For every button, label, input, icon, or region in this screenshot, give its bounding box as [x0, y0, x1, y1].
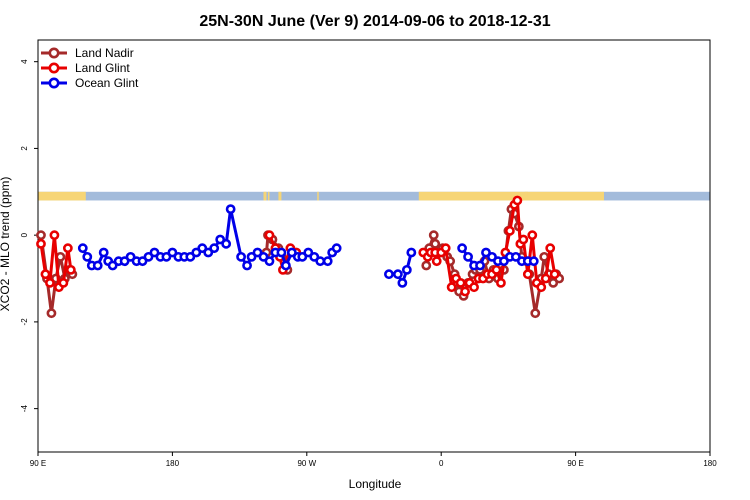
data-point-ocean-glint: [82, 251, 93, 262]
x-axis-title: Longitude: [349, 477, 402, 491]
chart-title: 25N-30N June (Ver 9) 2014-09-06 to 2018-…: [199, 13, 550, 30]
y-tick-label: -2: [20, 318, 29, 326]
data-point-land-glint: [264, 230, 275, 241]
data-point-land-nadir: [421, 260, 432, 271]
data-point-land-nadir: [428, 230, 439, 241]
land-band-segment: [317, 191, 319, 201]
data-point-ocean-glint: [98, 247, 109, 258]
data-point-land-glint: [440, 243, 451, 254]
land-band-segment: [524, 191, 528, 201]
data-point-land-nadir: [36, 230, 46, 241]
data-point-land-nadir: [46, 308, 57, 319]
y-tick-label: 4: [20, 59, 29, 64]
data-point-ocean-glint: [392, 269, 403, 280]
data-point-land-glint: [491, 264, 502, 275]
data-point-land-glint: [65, 264, 76, 275]
data-point-land-glint: [536, 282, 547, 293]
data-point-land-glint: [36, 238, 46, 249]
data-point-land-nadir: [430, 238, 441, 249]
land-band-segment: [278, 191, 282, 201]
legend-label-land-glint: Land Glint: [75, 61, 130, 75]
x-tick-label: 90 E: [30, 459, 46, 468]
x-tick-label: 90 E: [567, 459, 583, 468]
legend-label-ocean-glint: Ocean Glint: [75, 76, 139, 90]
data-point-ocean-glint: [242, 260, 252, 271]
data-point-land-glint: [58, 277, 69, 288]
data-point-ocean-glint: [236, 251, 246, 262]
x-tick-label: 0: [439, 459, 444, 468]
plot-frame: [37, 39, 711, 453]
land-band-segment: [267, 191, 270, 201]
data-point-land-nadir: [530, 308, 541, 319]
x-tick-label: 90 W: [297, 459, 316, 468]
land-band-segment: [38, 191, 86, 201]
data-point-ocean-glint: [264, 256, 275, 267]
data-point-ocean-glint: [406, 247, 417, 258]
data-point-ocean-glint: [331, 243, 342, 254]
data-point-ocean-glint: [77, 243, 88, 254]
land-band-segment: [418, 191, 604, 201]
data-point-land-glint: [45, 277, 55, 288]
data-point-land-glint: [49, 230, 60, 241]
data-point-ocean-glint: [209, 243, 220, 254]
data-point-land-glint: [446, 282, 457, 293]
y-tick-label: -4: [20, 405, 29, 413]
data-point-land-glint: [460, 286, 470, 297]
data-point-land-glint: [527, 230, 538, 241]
data-point-land-glint: [455, 277, 466, 288]
y-tick-label: 0: [20, 232, 29, 237]
data-point-land-glint: [431, 256, 442, 267]
data-point-land-glint: [469, 282, 479, 293]
data-point-land-glint: [522, 269, 533, 280]
data-point-ocean-glint: [221, 238, 232, 249]
data-point-land-glint: [62, 243, 73, 254]
data-point-ocean-glint: [280, 260, 291, 271]
data-point-ocean-glint: [92, 260, 103, 271]
data-point-ocean-glint: [225, 204, 236, 215]
legend-marker-land-glint: [48, 62, 60, 74]
data-point-ocean-glint: [315, 256, 326, 267]
data-point-ocean-glint: [397, 277, 408, 288]
x-tick-label: 180: [166, 459, 180, 468]
data-point-land-glint: [504, 225, 515, 236]
data-point-land-glint: [512, 195, 523, 206]
data-point-land-nadir: [539, 251, 550, 262]
data-point-ocean-glint: [457, 243, 468, 254]
y-tick-label: 2: [20, 146, 29, 151]
y-axis-title: XCO2 - MLO trend (ppm): [0, 177, 12, 312]
plot-area: 90 E 180 90 W 0 90 E 180 -4 -2 0 2 4: [20, 39, 717, 468]
data-point-ocean-glint: [475, 260, 485, 271]
ocean-band: [38, 191, 710, 201]
data-point-land-glint: [496, 277, 506, 288]
legend-label-land-nadir: Land Nadir: [75, 46, 134, 60]
land-band-segment: [263, 191, 267, 201]
data-point-land-glint: [40, 269, 51, 280]
legend-marker-land-nadir: [48, 47, 60, 59]
data-point-land-glint: [518, 234, 529, 245]
data-point-ocean-glint: [322, 256, 333, 267]
data-point-ocean-glint: [528, 256, 539, 267]
legend-marker-ocean-glint: [48, 77, 60, 89]
data-point-ocean-glint: [276, 247, 287, 258]
data-point-ocean-glint: [384, 269, 394, 280]
data-point-land-glint: [540, 273, 551, 284]
data-point-land-glint: [545, 243, 556, 254]
x-tick-label: 180: [703, 459, 717, 468]
data-point-ocean-glint: [463, 251, 473, 262]
data-point-land-glint: [549, 269, 560, 280]
data-point-ocean-glint: [401, 264, 412, 275]
